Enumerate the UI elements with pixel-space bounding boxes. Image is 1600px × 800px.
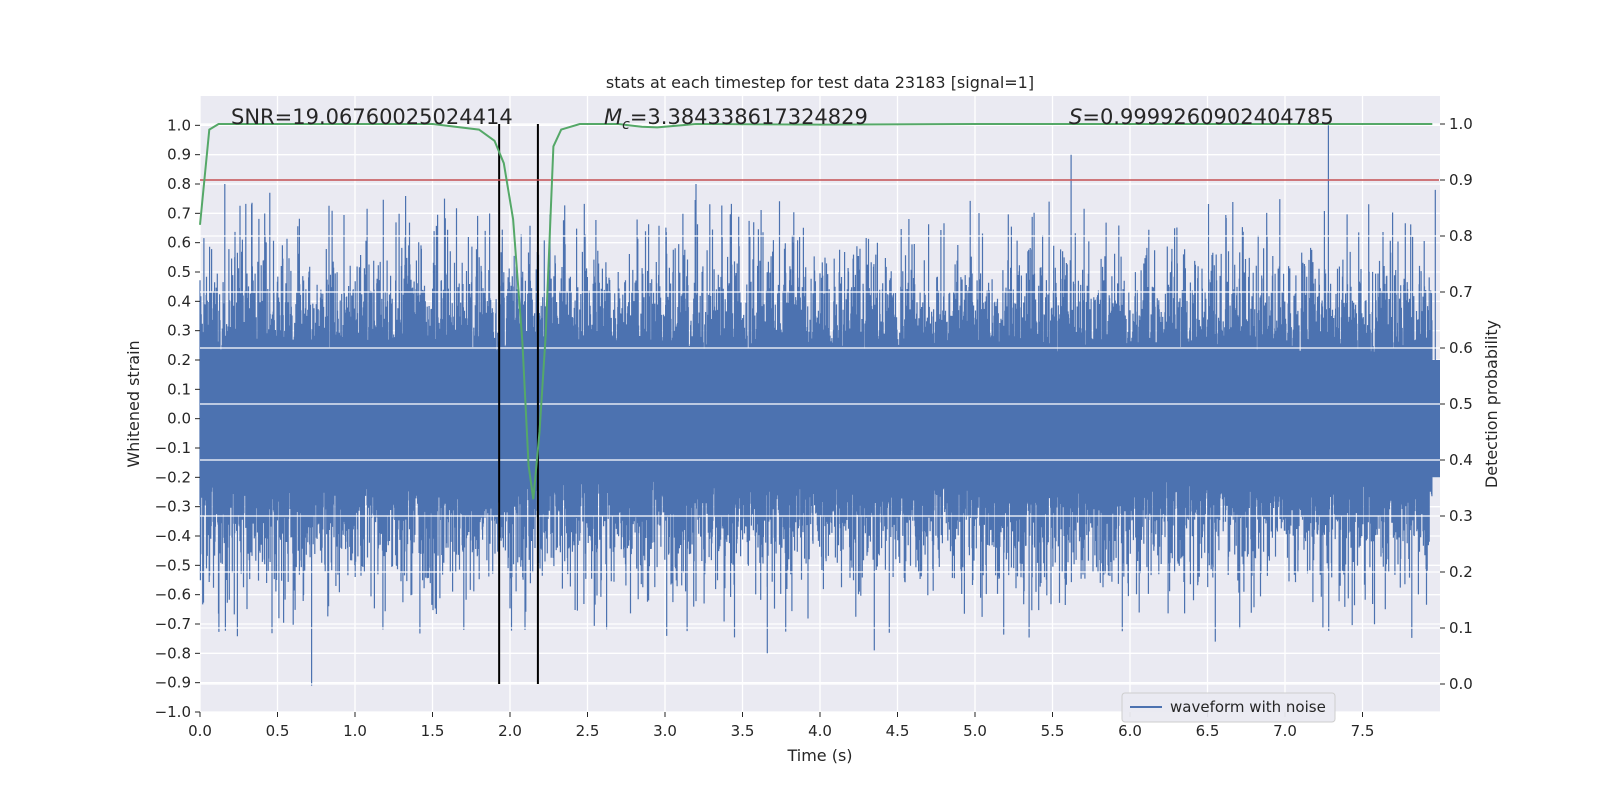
waveform-series: [199, 125, 1440, 686]
s-annotation: S=0.9999260902404785: [1069, 105, 1334, 129]
x-tick-label: 1.0: [343, 722, 367, 740]
x-tick-label: 1.5: [421, 722, 445, 740]
chirp-mass-symbol: M: [604, 105, 622, 129]
y-tick-label: 0.3: [167, 322, 191, 340]
y-tick-label: 0.2: [167, 351, 191, 369]
x-tick-label: 2.5: [576, 722, 600, 740]
y-right-tick-label: 1.0: [1449, 115, 1473, 133]
y-tick-label: −0.8: [155, 644, 191, 662]
waveform-line: [199, 125, 1436, 686]
y-axis-label: Whitened strain: [124, 340, 143, 467]
event-window-lines: [498, 124, 539, 684]
s-value: =0.9999260902404785: [1082, 105, 1333, 129]
y-tick-label: 0.7: [167, 204, 191, 222]
y-right-tick-label: 0.8: [1449, 227, 1473, 245]
x-tick-label: 5.5: [1041, 722, 1065, 740]
x-tick-label: 4.0: [808, 722, 832, 740]
y-tick-label: 0.0: [167, 410, 191, 428]
y-right-tick-label: 0.7: [1449, 283, 1473, 301]
x-tick-label: 0.0: [188, 722, 212, 740]
y-right-tick-label: 0.6: [1449, 339, 1473, 357]
y-tick-label: 0.5: [167, 263, 191, 281]
x-tick-label: 3.0: [653, 722, 677, 740]
y-tick-label: 0.4: [167, 292, 191, 310]
y-right-tick-label: 0.0: [1449, 675, 1473, 693]
x-tick-label: 7.5: [1351, 722, 1375, 740]
x-tick-label: 7.0: [1273, 722, 1297, 740]
y-tick-label: 0.1: [167, 380, 191, 398]
chirp-mass-annotation: Mc=3.384338617324829: [604, 105, 868, 133]
y-right-tick-label: 0.3: [1449, 507, 1473, 525]
x-axis-ticks: 0.0 0.5 1.0 1.5 2.0 2.5 3.0 3.5 4.0 4.5 5.0 5.5 6.0 6…: [188, 712, 1374, 740]
probability-line: [199, 122, 1433, 500]
s-symbol: S: [1069, 105, 1082, 129]
y-right-tick-label: 0.2: [1449, 563, 1473, 581]
y-tick-label: −0.6: [155, 586, 191, 604]
snr-annotation: SNR=19.06760025024414: [231, 105, 513, 129]
x-tick-label: 3.5: [731, 722, 755, 740]
y-tick-label: 0.9: [167, 146, 191, 164]
x-tick-label: 6.5: [1196, 722, 1220, 740]
y-axis-right-label: Detection probability: [1482, 320, 1501, 488]
x-tick-label: 6.0: [1118, 722, 1142, 740]
y-tick-label: −0.7: [155, 615, 191, 633]
x-tick-label: 4.5: [886, 722, 910, 740]
chart-title: stats at each timestep for test data 231…: [606, 73, 1034, 92]
y-tick-label: −0.3: [155, 498, 191, 516]
y-tick-label: −1.0: [155, 703, 191, 721]
legend-box: [1121, 692, 1336, 723]
y-tick-label: 1.0: [167, 116, 191, 134]
y-tick-label: −0.2: [155, 468, 191, 486]
y-tick-label: 0.6: [167, 234, 191, 252]
y-axis-ticks: −1.0 −0.9 −0.8 −0.7 −0.6 −0.5 −0.4 −0.3 −0.2 −0.1…: [155, 116, 200, 721]
y-right-tick-label: 0.4: [1449, 451, 1473, 469]
x-tick-label: 5.0: [963, 722, 987, 740]
y-tick-label: 0.8: [167, 175, 191, 193]
y-right-tick-label: 0.1: [1449, 619, 1473, 637]
y-tick-label: −0.9: [155, 674, 191, 692]
x-tick-label: 2.0: [498, 722, 522, 740]
y-axis-right-ticks: 0.0 0.1 0.2 0.3 0.4 0.5 0.6 0.7 0.8 0.9 1.0: [1440, 115, 1473, 693]
x-tick-label: 0.5: [266, 722, 290, 740]
y-tick-label: −0.4: [155, 527, 191, 545]
y-right-tick-label: 0.5: [1449, 395, 1473, 413]
legend: waveform with noise: [1121, 692, 1336, 723]
chirp-mass-value: =3.384338617324829: [630, 105, 868, 129]
chirp-mass-subscript: c: [622, 117, 630, 133]
legend-label: waveform with noise: [1170, 698, 1326, 716]
y-right-tick-label: 0.9: [1449, 171, 1473, 189]
probability-series: [199, 122, 1439, 500]
x-axis-label: Time (s): [786, 746, 852, 765]
y-tick-label: −0.1: [155, 439, 191, 457]
y-tick-label: −0.5: [155, 556, 191, 574]
